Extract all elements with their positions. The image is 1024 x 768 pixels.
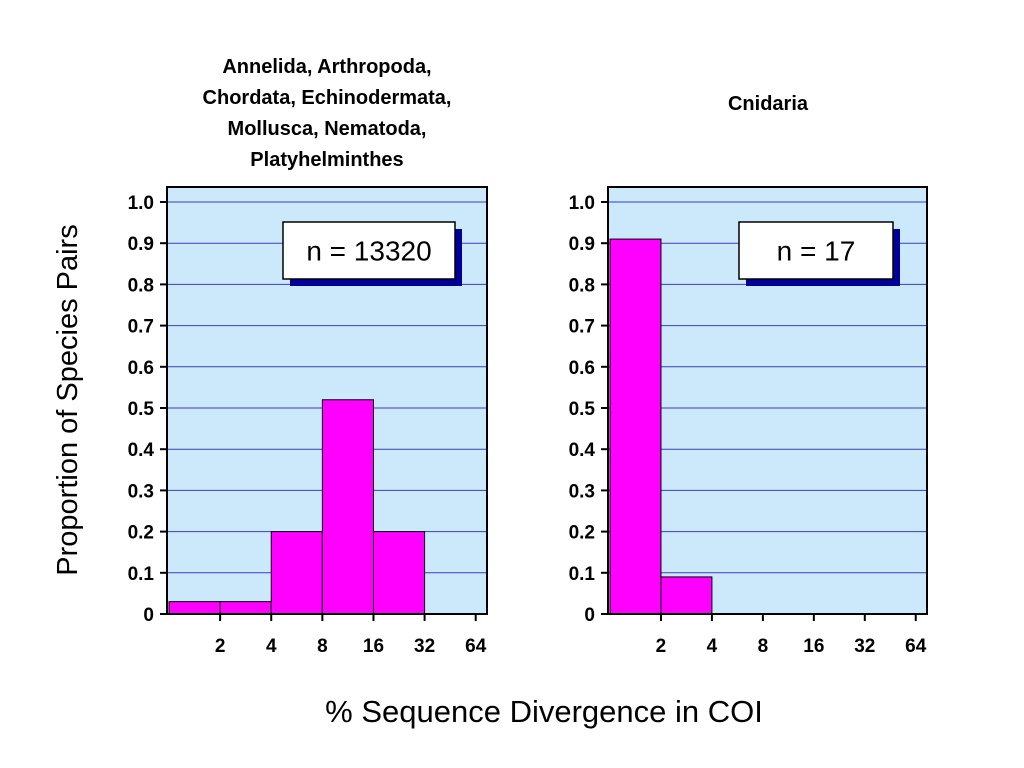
- y-tick-label: 0.1: [128, 564, 155, 585]
- y-tick-label: 0.9: [128, 234, 154, 255]
- x-tick-label: 64: [465, 636, 487, 657]
- x-tick-label: 16: [363, 636, 384, 657]
- y-tick-label: 0.7: [128, 317, 154, 338]
- x-tick-label: 32: [854, 636, 875, 657]
- y-tick-label: 0.2: [128, 523, 154, 544]
- y-tick-label: 1.0: [128, 193, 154, 214]
- y-tick-label: 0.6: [128, 358, 154, 379]
- y-tick-label: 0: [143, 605, 154, 626]
- x-tick-label: 32: [414, 636, 435, 657]
- x-axis-label: % Sequence Divergence in COI: [325, 694, 763, 729]
- x-tick-label: 16: [803, 636, 824, 657]
- y-tick-label: 0.3: [128, 481, 154, 502]
- x-tick-label: 2: [656, 636, 667, 657]
- x-tick-label: 2: [215, 636, 226, 657]
- y-tick-label: 0.9: [569, 234, 595, 255]
- plot-frame: [166, 186, 488, 615]
- y-tick-label: 0: [584, 605, 595, 626]
- y-tick-label: 0.8: [569, 275, 595, 296]
- y-tick-label: 0.1: [569, 564, 596, 585]
- plot-frame: [607, 186, 928, 615]
- y-tick-label: 0.5: [128, 399, 155, 420]
- bar-2-4: [660, 576, 713, 615]
- bar-<2: [609, 238, 662, 615]
- y-tick-label: 1.0: [569, 193, 595, 214]
- x-tick-label: 4: [266, 636, 277, 657]
- n-box: [282, 221, 456, 280]
- bar-<2: [168, 601, 221, 615]
- bar-2-4: [219, 601, 272, 615]
- y-tick-label: 0.2: [569, 523, 595, 544]
- y-axis-label: Proportion of Species Pairs: [52, 224, 84, 575]
- bar-16-32: [372, 531, 426, 615]
- panel-title-line: Platyhelminthes: [250, 149, 403, 171]
- panel-title-line: Mollusca, Nematoda,: [228, 118, 427, 140]
- n-label: n = 13320: [306, 236, 431, 267]
- n-label: n = 17: [777, 236, 856, 267]
- panel-title-line: Cnidaria: [728, 93, 809, 115]
- panel-2: 0 0.1 0.2 0.3 0.4 0.5 0.6 0.7 0.8 0.9 1.0 2 4 8 16 32 64…: [569, 93, 928, 657]
- y-tick-label: 0.4: [128, 440, 155, 461]
- y-tick-label: 0.7: [569, 317, 595, 338]
- y-tick-label: 0.6: [569, 358, 595, 379]
- bar-8-16: [321, 399, 374, 615]
- x-tick-label: 4: [707, 636, 718, 657]
- panel-1: 0 0.1 0.2 0.3 0.4 0.5 0.6 0.7 0.8 0.9 1.0 2 4 8 16 32 64…: [128, 56, 488, 657]
- panel-title-line: Annelida, Arthropoda,: [222, 56, 431, 78]
- x-tick-label: 8: [758, 636, 769, 657]
- panel-title-line: Chordata, Echinodermata,: [203, 87, 452, 109]
- y-tick-label: 0.3: [569, 481, 595, 502]
- y-tick-label: 0.8: [128, 275, 154, 296]
- y-tick-label: 0.4: [569, 440, 596, 461]
- y-tick-label: 0.5: [569, 399, 596, 420]
- bar-4-8: [270, 531, 323, 615]
- x-tick-label: 64: [905, 636, 927, 657]
- x-tick-label: 8: [317, 636, 328, 657]
- n-box: [738, 221, 894, 280]
